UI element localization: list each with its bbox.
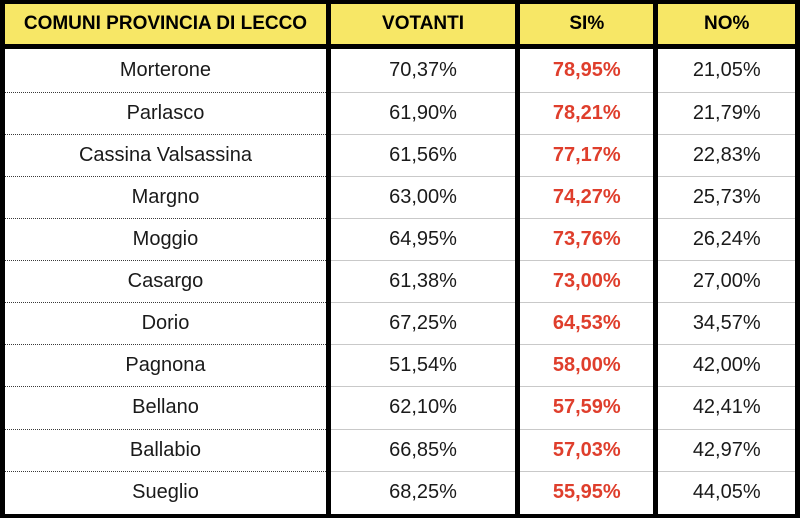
no-cell: 44,05% (653, 471, 800, 516)
comune-cell: Dorio (0, 302, 331, 346)
votanti-cell: 62,10% (325, 386, 521, 430)
comune-cell: Parlasco (0, 92, 331, 135)
si-cell: 73,76% (515, 218, 659, 262)
votanti-cell: 66,85% (325, 429, 521, 472)
column-header-votanti: VOTANTI (325, 2, 521, 49)
comune-cell: Bellano (0, 386, 331, 430)
comune-cell: Sueglio (0, 471, 331, 516)
table-row: Ballabio 66,85% 57,03% 42,97% (0, 429, 800, 472)
no-cell: 42,97% (653, 429, 800, 472)
table-row: Cassina Valsassina 61,56% 77,17% 22,83% (0, 134, 800, 177)
si-cell: 74,27% (515, 176, 659, 219)
table-body: Morterone 70,37% 78,95% 21,05% Parlasco … (0, 46, 800, 516)
column-header-si: SI% (515, 2, 659, 49)
no-cell: 26,24% (653, 218, 800, 262)
table-row: Morterone 70,37% 78,95% 21,05% (0, 46, 800, 93)
si-cell: 57,03% (515, 429, 659, 472)
no-cell: 27,00% (653, 260, 800, 304)
no-cell: 21,79% (653, 92, 800, 135)
comune-cell: Morterone (0, 46, 331, 93)
si-cell: 64,53% (515, 302, 659, 346)
si-cell: 77,17% (515, 134, 659, 177)
comune-cell: Ballabio (0, 429, 331, 472)
votanti-cell: 61,90% (325, 92, 521, 135)
comune-cell: Pagnona (0, 344, 331, 388)
votanti-cell: 61,38% (325, 260, 521, 304)
no-cell: 25,73% (653, 176, 800, 219)
table-row: Casargo 61,38% 73,00% 27,00% (0, 260, 800, 304)
si-cell: 78,21% (515, 92, 659, 135)
no-cell: 22,83% (653, 134, 800, 177)
table-row: Sueglio 68,25% 55,95% 44,05% (0, 471, 800, 516)
votanti-cell: 70,37% (325, 46, 521, 93)
comune-cell: Casargo (0, 260, 331, 304)
votanti-cell: 63,00% (325, 176, 521, 219)
table-row: Moggio 64,95% 73,76% 26,24% (0, 218, 800, 262)
no-cell: 42,41% (653, 386, 800, 430)
table-row: Margno 63,00% 74,27% 25,73% (0, 176, 800, 219)
table-row: Bellano 62,10% 57,59% 42,41% (0, 386, 800, 430)
votanti-cell: 68,25% (325, 471, 521, 516)
si-cell: 57,59% (515, 386, 659, 430)
header-row: COMUNI PROVINCIA DI LECCO VOTANTI SI% NO… (0, 2, 800, 49)
comune-cell: Cassina Valsassina (0, 134, 331, 177)
comune-cell: Margno (0, 176, 331, 219)
votanti-cell: 64,95% (325, 218, 521, 262)
si-cell: 55,95% (515, 471, 659, 516)
table-row: Dorio 67,25% 64,53% 34,57% (0, 302, 800, 346)
column-header-comuni: COMUNI PROVINCIA DI LECCO (0, 2, 331, 49)
si-cell: 58,00% (515, 344, 659, 388)
votanti-cell: 67,25% (325, 302, 521, 346)
column-header-no: NO% (653, 2, 800, 49)
votanti-cell: 51,54% (325, 344, 521, 388)
si-cell: 78,95% (515, 46, 659, 93)
si-cell: 73,00% (515, 260, 659, 304)
comune-cell: Moggio (0, 218, 331, 262)
table-row: Parlasco 61,90% 78,21% 21,79% (0, 92, 800, 135)
table-row: Pagnona 51,54% 58,00% 42,00% (0, 344, 800, 388)
no-cell: 34,57% (653, 302, 800, 346)
no-cell: 21,05% (653, 46, 800, 93)
no-cell: 42,00% (653, 344, 800, 388)
votanti-cell: 61,56% (325, 134, 521, 177)
